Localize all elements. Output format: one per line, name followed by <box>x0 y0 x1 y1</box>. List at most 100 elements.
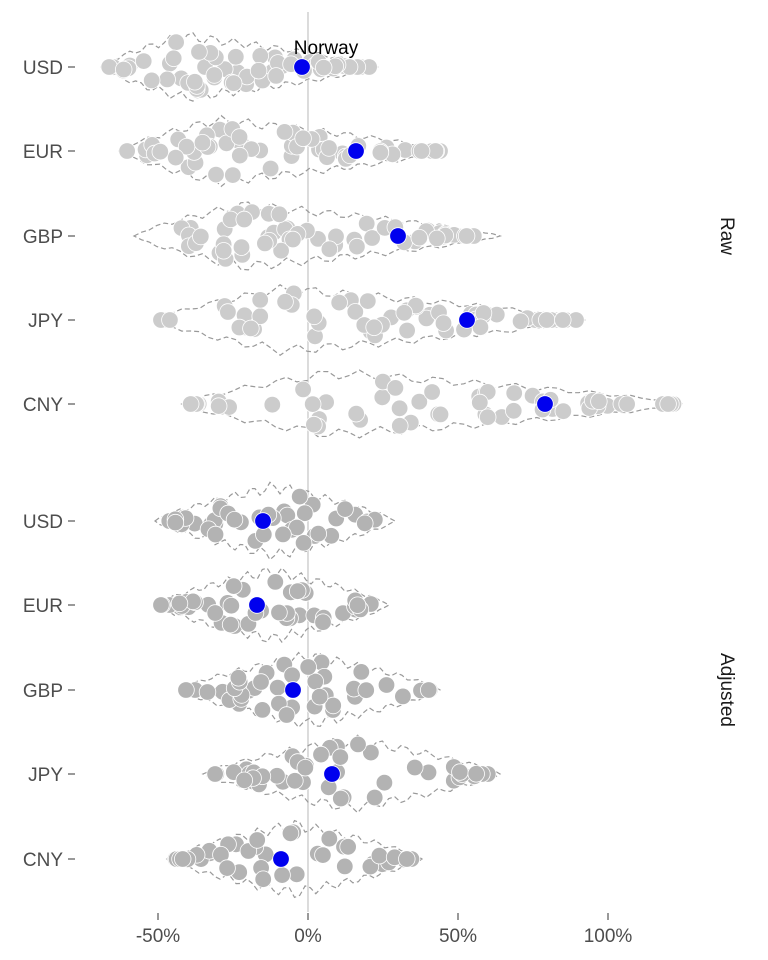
data-point <box>248 831 266 849</box>
data-point <box>158 70 176 89</box>
data-point <box>365 318 383 337</box>
data-point <box>205 66 224 84</box>
data-point <box>371 143 390 162</box>
y-tick-label: EUR <box>23 596 63 617</box>
data-point <box>252 673 270 691</box>
data-point <box>320 830 339 848</box>
data-point <box>209 397 228 415</box>
data-point <box>348 596 367 614</box>
highlight-point <box>254 512 272 530</box>
y-tick-label: JPY <box>28 311 63 332</box>
data-point <box>222 597 241 615</box>
data-point <box>170 594 189 613</box>
data-point <box>224 166 242 184</box>
data-point <box>231 146 249 165</box>
data-point <box>366 788 384 807</box>
data-point <box>451 763 469 781</box>
data-points <box>100 33 683 888</box>
y-tick-label: CNY <box>23 850 63 871</box>
data-point <box>505 384 523 402</box>
data-point <box>505 402 523 420</box>
data-point <box>181 395 200 413</box>
data-point <box>294 380 312 399</box>
data-point <box>206 525 225 544</box>
data-point <box>349 735 367 754</box>
data-point <box>284 230 302 249</box>
data-point <box>249 61 268 80</box>
data-point <box>474 304 493 322</box>
data-point <box>173 850 192 868</box>
data-point <box>434 314 453 332</box>
data-point <box>375 774 394 792</box>
data-point <box>242 319 260 338</box>
data-point <box>336 857 354 876</box>
data-point <box>339 838 357 856</box>
data-point <box>370 847 389 865</box>
data-point <box>305 415 323 434</box>
data-point <box>193 133 212 152</box>
violin-outline <box>201 734 502 814</box>
data-point <box>420 681 438 699</box>
data-point <box>207 165 225 184</box>
data-point <box>618 395 636 413</box>
data-point <box>305 307 323 326</box>
data-point <box>359 292 377 310</box>
data-point <box>296 504 314 522</box>
data-point <box>296 759 315 777</box>
data-point <box>253 701 272 719</box>
data-point <box>398 850 416 868</box>
data-point <box>134 52 153 70</box>
data-point <box>227 48 245 66</box>
data-point <box>256 234 274 253</box>
data-point <box>320 240 339 258</box>
y-tick-label: USD <box>23 58 63 79</box>
data-point <box>270 205 289 224</box>
data-point <box>356 514 374 533</box>
data-point <box>406 758 424 777</box>
data-point <box>288 865 306 884</box>
data-point <box>457 227 476 245</box>
data-point <box>391 417 409 435</box>
data-point <box>294 534 313 552</box>
data-point <box>554 311 572 329</box>
data-point <box>311 688 329 706</box>
data-point <box>224 577 243 595</box>
highlight-point <box>458 311 476 329</box>
data-point <box>590 392 608 411</box>
data-point <box>314 846 332 864</box>
data-point <box>266 573 285 591</box>
data-point <box>312 745 330 764</box>
data-point <box>114 60 133 79</box>
data-point <box>100 58 118 76</box>
data-point <box>269 678 287 697</box>
data-point <box>151 142 170 161</box>
data-point <box>229 669 248 687</box>
data-point <box>659 395 677 413</box>
x-tick-label: 100% <box>584 926 633 947</box>
data-point <box>306 672 325 691</box>
data-point <box>394 687 412 706</box>
data-point <box>336 500 354 518</box>
y-tick-label: GBP <box>23 227 63 248</box>
data-point <box>221 615 240 634</box>
highlight-point <box>293 58 311 76</box>
data-point <box>471 393 489 412</box>
data-point <box>314 613 332 631</box>
data-point <box>274 525 292 544</box>
data-point <box>467 765 485 783</box>
data-point <box>272 241 290 260</box>
data-point <box>331 748 350 766</box>
highlight-point <box>536 395 554 413</box>
y-tick-label: EUR <box>23 142 63 163</box>
data-point <box>511 312 530 331</box>
data-point <box>219 303 237 321</box>
data-point <box>166 148 185 167</box>
data-point <box>270 603 288 622</box>
data-point <box>254 870 272 888</box>
y-axis: USD EUR GBP JPY CNY USD EUR GBP JPY CNY <box>23 58 75 871</box>
data-point <box>192 227 210 246</box>
data-point <box>289 582 307 600</box>
annotation-label: Norway <box>294 38 359 59</box>
data-point <box>294 129 312 148</box>
y-tick-label: USD <box>23 512 63 533</box>
